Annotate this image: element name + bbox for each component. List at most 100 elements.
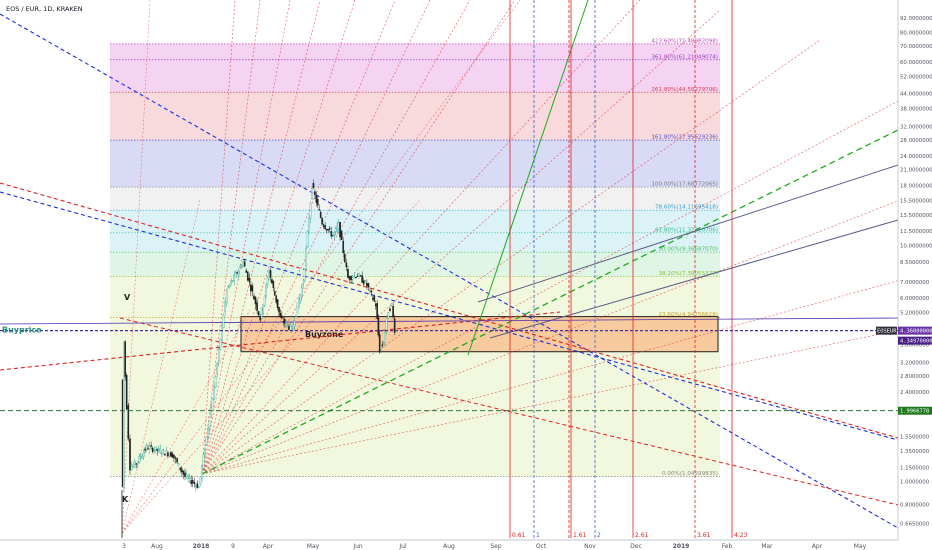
candle-body xyxy=(145,444,148,450)
fan-line xyxy=(201,0,396,475)
trend-line xyxy=(0,311,561,371)
candle-body xyxy=(334,227,337,233)
chart-title: EOS / EUR, 1D, KRAKEN xyxy=(6,5,83,13)
fib-band xyxy=(110,187,720,211)
candle-body xyxy=(171,453,174,458)
y-tick-label: 18.0000000 xyxy=(900,183,932,189)
candle-body xyxy=(279,312,282,318)
candle-body xyxy=(256,302,258,311)
candle-body xyxy=(292,324,295,330)
x-tick-label: Dec xyxy=(630,543,642,550)
candle-body xyxy=(319,211,322,218)
x-tick-label: Mar xyxy=(761,543,773,550)
gann-fan-lines[interactable] xyxy=(121,0,901,534)
y-tick-label: 1.1500000 xyxy=(900,465,930,471)
trend-line xyxy=(0,317,899,325)
candle-body xyxy=(376,303,378,319)
candle-body xyxy=(182,470,185,475)
cycle-label: 1 xyxy=(536,532,540,539)
symbol-tag-bg xyxy=(876,326,897,335)
candle-body xyxy=(222,314,225,329)
candle-body xyxy=(168,454,171,457)
fib-band xyxy=(110,232,720,253)
candle-body xyxy=(372,297,374,300)
x-tick-label: Aug xyxy=(443,543,455,550)
candle-body xyxy=(228,284,231,288)
x-tick-label: Aug xyxy=(151,543,163,550)
y-tick-label: 80.0000000 xyxy=(900,30,932,36)
candle-body xyxy=(217,348,220,362)
cycle-label: 2.61 xyxy=(635,532,649,539)
candle-body xyxy=(185,474,188,478)
candle-body xyxy=(275,295,277,303)
fibonacci-bands: 423.60%(71.48982098)361.80%(61.21049074)… xyxy=(110,38,720,477)
fan-line xyxy=(201,0,471,475)
candle-body xyxy=(181,468,183,473)
y-tick-label: 21.0000000 xyxy=(900,167,932,173)
fib-band xyxy=(110,43,720,60)
candle-body xyxy=(276,299,279,309)
fan-line xyxy=(201,39,821,475)
candle-body xyxy=(201,465,203,480)
candle-body xyxy=(184,472,186,477)
candle-body xyxy=(233,274,235,281)
y-tick-label: 38.0000000 xyxy=(900,107,932,113)
fib-level-label: 261.80%(44.58279706) xyxy=(651,87,718,93)
y-tick-label: 6.0000000 xyxy=(900,296,930,302)
price-axis-bg xyxy=(898,0,932,550)
fan-line xyxy=(201,0,516,475)
candle-body xyxy=(278,306,280,313)
y-tick-label: 24.0000000 xyxy=(900,154,932,160)
fan-line xyxy=(201,0,321,475)
candle-body xyxy=(164,453,166,456)
candle-body xyxy=(239,266,241,268)
candle-body xyxy=(367,283,370,288)
x-tick-label: Oct xyxy=(536,543,547,550)
candle-body xyxy=(167,452,169,457)
fib-band xyxy=(110,92,720,141)
y-tick-label: 10.0000000 xyxy=(900,244,932,250)
candle-body xyxy=(144,448,146,451)
candle-body xyxy=(339,222,341,238)
fib-band xyxy=(110,59,720,93)
candle-body xyxy=(227,286,230,288)
trend-lines[interactable] xyxy=(0,0,899,529)
candle-body xyxy=(353,275,356,277)
candle-body xyxy=(250,284,252,292)
candle-body xyxy=(286,324,289,326)
candle-body xyxy=(281,315,283,319)
candle-body xyxy=(361,275,363,283)
fib-level-label: 38.20%(7.39055377) xyxy=(658,271,718,277)
fan-line xyxy=(121,199,421,534)
candle-body xyxy=(324,225,326,230)
trend-line xyxy=(467,0,589,356)
trend-line xyxy=(0,13,899,529)
candle-body xyxy=(392,306,394,317)
horizontal-levels[interactable] xyxy=(0,330,898,412)
fan-line xyxy=(121,0,521,534)
candle-body xyxy=(381,344,384,346)
fib-level-label: 361.80%(61.21049074) xyxy=(651,54,718,60)
y-tick-label: 13.5000000 xyxy=(900,213,932,219)
candle-body xyxy=(285,322,287,326)
price-tag-value: 4.36000000 xyxy=(900,329,932,335)
cycle-label: 3.61 xyxy=(697,532,711,539)
fan-line xyxy=(201,0,236,475)
candle-body xyxy=(257,311,260,316)
candle-body xyxy=(225,288,228,304)
candle-body xyxy=(359,275,362,277)
candle-body xyxy=(138,455,141,463)
x-tick-label: 2019 xyxy=(673,543,690,550)
time-cycle-lines[interactable]: 0.61 1 1.61 2 2.61 3.61 4.23 xyxy=(509,0,748,539)
y-tick-label: 44.0000000 xyxy=(900,92,932,98)
candle-body xyxy=(123,341,125,488)
candle-body xyxy=(204,448,206,456)
candle-body xyxy=(213,386,215,401)
price-tag-bg xyxy=(898,336,932,345)
candle-body xyxy=(216,363,219,375)
candle-body xyxy=(358,273,360,277)
buyzone-label: Buyzone xyxy=(305,330,344,339)
